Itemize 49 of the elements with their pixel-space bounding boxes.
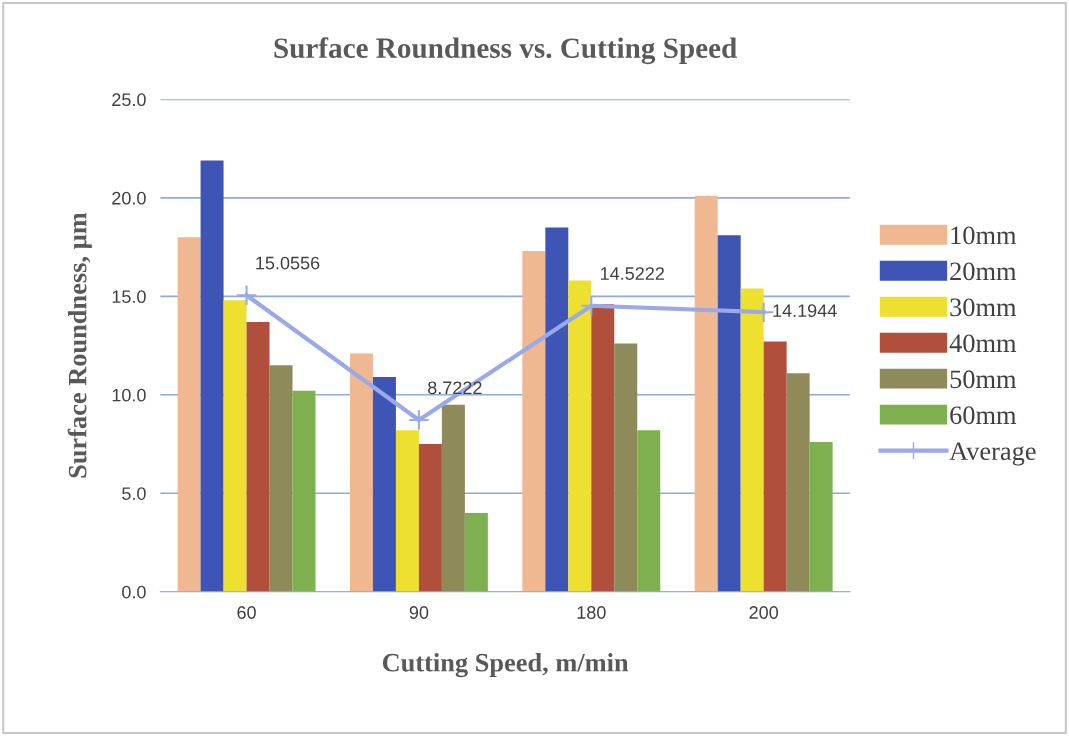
x-axis-title: Cutting Speed, m/min	[382, 653, 629, 678]
legend-label: 10mm	[951, 226, 1017, 245]
chart-title: Surface Roundness vs. Cutting Speed	[274, 37, 737, 65]
bar	[441, 404, 465, 592]
bar	[614, 343, 638, 592]
bar	[786, 373, 810, 592]
bar	[637, 430, 661, 592]
bar	[177, 237, 201, 592]
y-tick-label: 0.0	[122, 585, 146, 599]
point	[408, 409, 430, 431]
data-label: 15.0556	[256, 256, 320, 270]
y-tick-label: 25.0	[112, 93, 146, 107]
bar	[763, 341, 787, 592]
bar	[372, 377, 396, 592]
data-label: 14.5222	[601, 267, 664, 280]
bar	[269, 365, 293, 592]
bar	[349, 353, 373, 592]
bar	[246, 321, 270, 592]
bar	[809, 442, 833, 592]
y-axis-title: Surface Roundness, µm	[67, 212, 92, 478]
x-tick-label: 200	[749, 606, 779, 619]
legend-label: 30mm	[950, 298, 1017, 317]
legend-label: 40mm	[949, 334, 1017, 353]
bar	[717, 235, 741, 592]
legend-label: 20mm	[950, 262, 1017, 281]
bar	[464, 512, 488, 592]
bar	[223, 300, 247, 592]
data-label: 8.7222	[428, 381, 482, 395]
x-tick-label: 60	[237, 606, 256, 619]
bar	[740, 288, 764, 592]
bar	[568, 280, 592, 592]
bar	[200, 160, 224, 592]
bar	[395, 430, 419, 592]
bar	[545, 227, 569, 592]
bar	[694, 195, 718, 592]
point	[235, 284, 258, 306]
bar	[292, 390, 316, 592]
y-tick-label: 10.0	[112, 388, 146, 402]
x-tick-label: 180	[577, 606, 606, 619]
bar	[418, 444, 442, 592]
y-tick-label: 5.0	[122, 487, 146, 500]
legend-label: Average	[949, 442, 1036, 466]
x-tick-label: 90	[409, 606, 429, 619]
y-tick-label: 20.0	[112, 191, 146, 205]
legend-label: 50mm	[950, 370, 1017, 389]
data-label: 14.1944	[773, 304, 837, 318]
legend-label: 60mm	[950, 406, 1017, 425]
bar	[522, 251, 546, 592]
y-tick-label: 15.0	[112, 290, 146, 304]
